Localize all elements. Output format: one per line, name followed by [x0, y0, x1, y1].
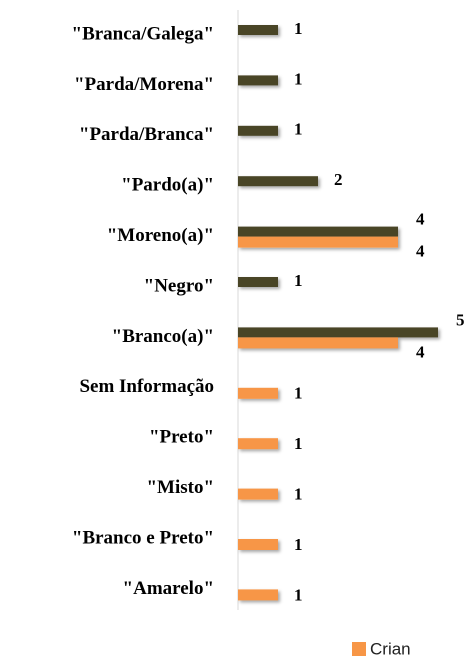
category-label: "Pardo(a)"	[121, 175, 214, 196]
legend-swatch	[352, 642, 366, 656]
value-label: 1	[294, 485, 303, 504]
bar	[238, 25, 278, 35]
bar	[238, 438, 278, 450]
value-label: 5	[456, 310, 465, 329]
value-label: 1	[294, 585, 303, 604]
category-label: "Parda/Branca"	[79, 124, 214, 145]
bar	[238, 488, 278, 500]
category-label: "Negro"	[144, 275, 214, 296]
category-label: "Misto"	[146, 477, 214, 498]
category-label: "Branco e Preto"	[72, 527, 214, 548]
bar	[238, 176, 318, 187]
bar	[238, 589, 278, 601]
value-label: 1	[294, 120, 303, 139]
value-label: 1	[294, 535, 303, 554]
bar	[238, 277, 278, 287]
value-label: 1	[294, 434, 303, 453]
bar	[238, 125, 278, 136]
bar	[238, 337, 398, 349]
category-label: "Preto"	[149, 427, 214, 448]
category-label: Sem Informação	[79, 376, 214, 397]
bar	[238, 226, 398, 237]
category-label: "Parda/Morena"	[74, 74, 214, 95]
value-label: 4	[416, 342, 425, 361]
category-label: "Amarelo"	[123, 578, 214, 599]
category-label: "Branca/Galega"	[72, 23, 214, 44]
value-label: 1	[294, 19, 303, 38]
value-label: 4	[416, 210, 425, 229]
bar	[238, 75, 278, 86]
value-label: 4	[416, 242, 425, 261]
value-label: 1	[294, 69, 303, 88]
value-label: 1	[294, 271, 303, 290]
value-label: 1	[294, 384, 303, 403]
value-label: 2	[334, 170, 343, 189]
category-label: "Branco(a)"	[112, 326, 214, 347]
bar	[238, 236, 398, 248]
bar	[238, 327, 438, 338]
bar	[238, 387, 278, 399]
bar	[238, 539, 278, 550]
category-label: "Moreno(a)"	[107, 225, 214, 246]
legend-label: Crian	[370, 639, 411, 658]
